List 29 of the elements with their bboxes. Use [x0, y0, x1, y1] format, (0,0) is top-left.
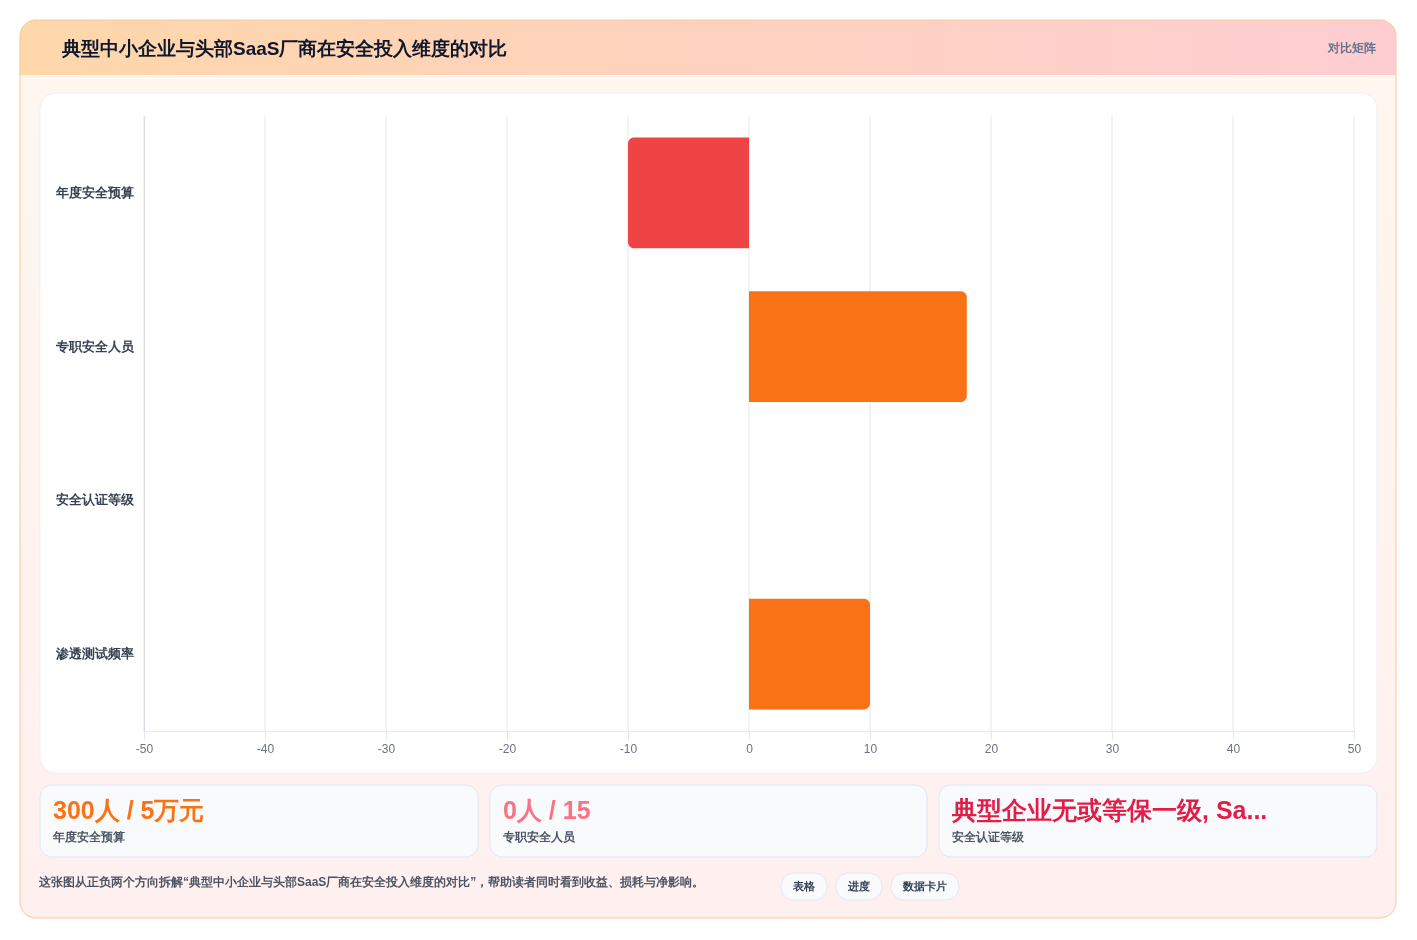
x-tick-label: -30: [377, 741, 396, 756]
text: 0人 / 15: [503, 796, 591, 824]
x-tick-label: 30: [1105, 741, 1120, 756]
text: 对比矩阵: [1327, 41, 1376, 55]
text: 数据卡片: [902, 879, 947, 892]
text: 典型企业无或等保一级, Sa...: [951, 796, 1268, 824]
x-tick-label: 40: [1226, 741, 1241, 756]
x-tick-label: 0: [746, 741, 754, 756]
bar: [749, 291, 967, 402]
text: 进度: [847, 879, 870, 892]
y-tick-label: 年度安全预算: [54, 184, 134, 200]
y-tick-label: 专职安全人员: [54, 338, 135, 354]
chart-title: 典型中小企业与头部SaaS厂商在安全投入维度的对比: [61, 38, 508, 59]
x-tick-label: 50: [1347, 741, 1362, 756]
bar: [749, 598, 870, 710]
y-tick-label: 安全认证等级: [55, 492, 135, 508]
x-tick-label: 20: [984, 741, 999, 756]
x-tick-label: -20: [498, 741, 517, 756]
x-tick-label: -40: [256, 741, 275, 756]
x-tick-label: 10: [863, 741, 878, 756]
text: 300人 / 5万元: [53, 796, 205, 824]
text: 安全认证等级: [952, 830, 1025, 844]
y-tick-label: 渗透测试频率: [54, 646, 134, 662]
text: 专职安全人员: [502, 830, 576, 844]
x-tick-label: -10: [619, 741, 638, 756]
bar: [628, 137, 749, 249]
x-tick-label: -50: [135, 741, 154, 756]
text: 这张图从正负两个方向拆解“典型中小企业与头部SaaS厂商在安全投入维度的对比”，帮助读者同时看到收益、损耗与净影响。: [38, 875, 705, 889]
text: 表格: [792, 879, 816, 892]
